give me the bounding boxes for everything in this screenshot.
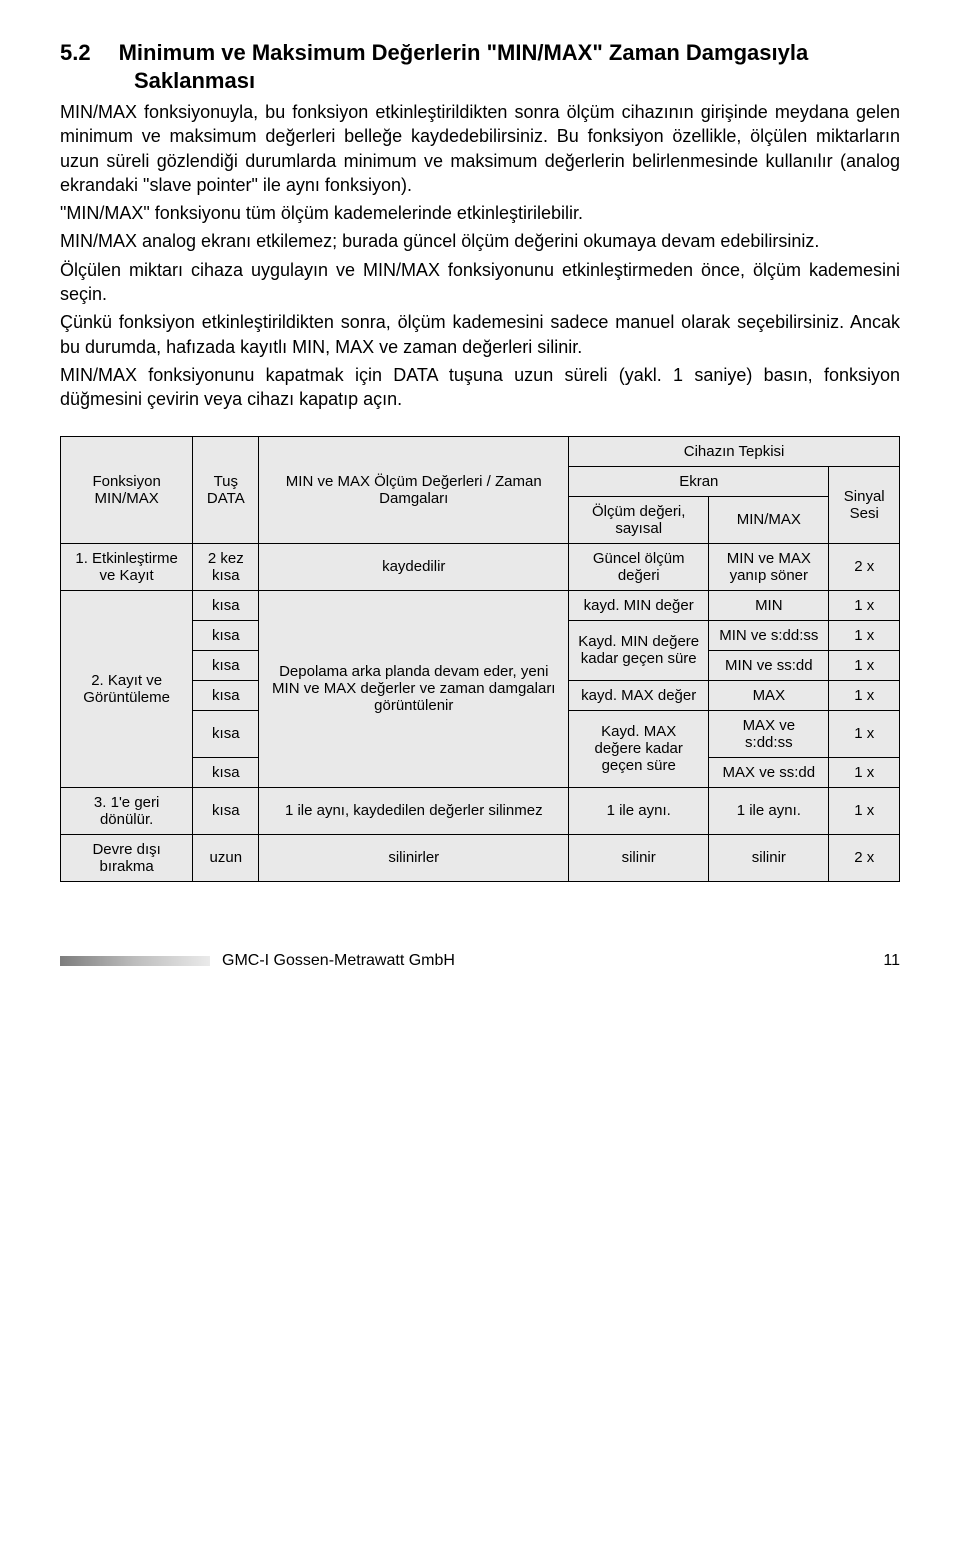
cell: kısa <box>193 620 259 650</box>
th-response: Cihazın Tepkisi <box>569 436 900 466</box>
section-title-line2: Saklanması <box>134 68 900 94</box>
th-minmax: MIN/MAX <box>709 496 829 543</box>
cell: MAX ve ss:dd <box>709 757 829 787</box>
cell: 1 x <box>829 787 900 834</box>
cell: MAX <box>709 680 829 710</box>
cell: kaydedilir <box>259 543 569 590</box>
cell: 1 ile aynı, kaydedilen değerler silinmez <box>259 787 569 834</box>
cell: MIN ve s:dd:ss <box>709 620 829 650</box>
cell: silinir <box>709 834 829 881</box>
cell: 1 ile aynı. <box>569 787 709 834</box>
cell: 2 x <box>829 543 900 590</box>
paragraph: MIN/MAX fonksiyonunu kapatmak için DATA … <box>60 363 900 412</box>
paragraph: MIN/MAX fonksiyonuyla, bu fonksiyon etki… <box>60 100 900 197</box>
paragraph: Ölçülen miktarı cihaza uygulayın ve MIN/… <box>60 258 900 307</box>
section-number: 5.2 <box>60 40 91 66</box>
cell: uzun <box>193 834 259 881</box>
cell: silinirler <box>259 834 569 881</box>
minmax-table: Fonksiyon MIN/MAX Tuş DATA MIN ve MAX Öl… <box>60 436 900 882</box>
cell: silinir <box>569 834 709 881</box>
footer-company: GMC-I Gossen-Metrawatt GmbH <box>222 952 455 970</box>
cell: 3. 1'e geri dönülür. <box>61 787 193 834</box>
cell: 1 x <box>829 680 900 710</box>
cell: kayd. MAX değer <box>569 680 709 710</box>
cell: Kayd. MIN değere kadar geçen süre <box>569 620 709 680</box>
cell: 1 x <box>829 650 900 680</box>
paragraph: "MIN/MAX" fonksiyonu tüm ölçüm kademeler… <box>60 201 900 225</box>
cell: MAX ve s:dd:ss <box>709 710 829 757</box>
th-key: Tuş DATA <box>193 436 259 543</box>
th-values: MIN ve MAX Ölçüm Değerleri / Zaman Damga… <box>259 436 569 543</box>
cell: Kayd. MAX değere kadar geçen süre <box>569 710 709 787</box>
section-title-line1: Minimum ve Maksimum Değerlerin "MIN/MAX"… <box>119 40 809 66</box>
cell: kısa <box>193 787 259 834</box>
cell: MIN <box>709 590 829 620</box>
footer-bar <box>60 956 210 966</box>
th-screen: Ekran <box>569 466 829 496</box>
cell: kısa <box>193 757 259 787</box>
th-signal: Sinyal Sesi <box>829 466 900 543</box>
cell: MIN ve ss:dd <box>709 650 829 680</box>
cell: 1 x <box>829 710 900 757</box>
cell: 1 x <box>829 620 900 650</box>
cell: kısa <box>193 650 259 680</box>
cell: Güncel ölçüm değeri <box>569 543 709 590</box>
paragraph: Çünkü fonksiyon etkinleştirildikten sonr… <box>60 310 900 359</box>
cell: 2 x <box>829 834 900 881</box>
th-numeric: Ölçüm değeri, sayısal <box>569 496 709 543</box>
cell: Devre dışı bırakma <box>61 834 193 881</box>
cell: 1 x <box>829 757 900 787</box>
cell: MIN ve MAX yanıp söner <box>709 543 829 590</box>
cell: 1. Etkinleştirme ve Kayıt <box>61 543 193 590</box>
th-function: Fonksiyon MIN/MAX <box>61 436 193 543</box>
body-text: MIN/MAX fonksiyonuyla, bu fonksiyon etki… <box>60 100 900 412</box>
cell: 1 x <box>829 590 900 620</box>
page-number: 11 <box>883 952 900 970</box>
cell: Depolama arka planda devam eder, yeni MI… <box>259 590 569 787</box>
cell: kısa <box>193 590 259 620</box>
cell: kısa <box>193 710 259 757</box>
paragraph: MIN/MAX analog ekranı etkilemez; burada … <box>60 229 900 253</box>
cell: 2. Kayıt ve Görüntüleme <box>61 590 193 787</box>
cell: kısa <box>193 680 259 710</box>
cell: kayd. MIN değer <box>569 590 709 620</box>
cell: 2 kez kısa <box>193 543 259 590</box>
page-footer: GMC-I Gossen-Metrawatt GmbH 11 <box>60 952 900 970</box>
cell: 1 ile aynı. <box>709 787 829 834</box>
